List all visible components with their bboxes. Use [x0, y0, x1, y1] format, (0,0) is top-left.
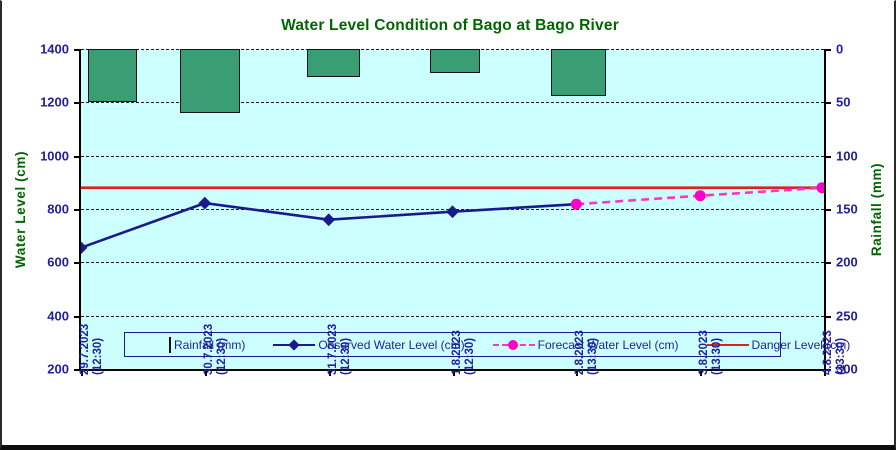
legend-item-observed: Observed Water Level (cm) [273, 337, 465, 352]
left-tick-800 [74, 209, 81, 211]
x-tick-3 [452, 369, 455, 376]
legend-label-danger: Danger Level (cm) [751, 337, 851, 352]
right-tick-150 [824, 209, 831, 211]
x-axis-label-0-text: 29.7.2023 (12:30) [79, 323, 104, 375]
x-axis-label-4-text: 2.8.2023 (13:30) [574, 330, 600, 375]
left-axis-title: Water Level (cm) [10, 49, 32, 369]
right-label-200: 200 [836, 254, 858, 270]
x-tick-1 [204, 369, 207, 376]
right-tick-0 [824, 49, 831, 51]
legend-item-rainfall: Rainfall (mm) [169, 336, 246, 353]
x-axis-label-3-text: 1.8.2023 (12:30) [450, 330, 476, 375]
right-tick-100 [824, 155, 831, 158]
left-label-800: 800 [47, 201, 69, 217]
left-label-1400: 1400 [40, 41, 69, 57]
x-tick-6 [824, 369, 826, 376]
left-label-600: 600 [47, 254, 69, 270]
right-label-0: 0 [836, 41, 844, 57]
gridline-600 [81, 262, 824, 264]
legend-item-forecast: Forecast Water Level (cm) [492, 337, 679, 352]
gridline-400 [81, 315, 824, 317]
rainfall-bar-2 [307, 49, 360, 77]
right-label-300: 300 [836, 361, 858, 377]
right-label-150: 150 [836, 201, 858, 217]
right-tick-250 [824, 315, 831, 318]
rainfall-bar-0 [88, 49, 137, 103]
left-label-1000: 1000 [40, 148, 69, 164]
right-label-250: 250 [836, 308, 858, 324]
left-axis-title-text: Water Level (cm) [13, 150, 29, 268]
observed-markers [81, 196, 459, 255]
x-axis-label-6-text: 4.8.2023 (13:30) [822, 330, 847, 375]
right-tick-50 [824, 102, 831, 105]
right-tick-200 [824, 262, 831, 265]
left-tick-200 [74, 369, 81, 371]
gridline-1200 [81, 102, 824, 104]
x-tick-0 [81, 369, 83, 376]
x-tick-4 [576, 369, 579, 376]
chart-legend: Rainfall (mm) Observed Water Level (cm) … [124, 332, 850, 357]
right-axis-title-text: Rainfall (mm) [869, 162, 885, 256]
left-label-1200: 1200 [40, 94, 69, 110]
series-overlay [81, 182, 824, 255]
x-axis-label-5-text: 3.8.2023 (13:30) [698, 330, 724, 375]
x-axis-label-1-text: 30.7.2023 (12:30) [202, 323, 228, 375]
gridline-1000 [81, 155, 824, 157]
left-tick-400 [74, 315, 81, 318]
danger-swatch-icon [706, 339, 749, 350]
x-axis-label-2-text: 31.7.2023 (12:30) [326, 323, 352, 375]
rainfall-swatch-icon [169, 336, 171, 353]
right-tick-300 [824, 369, 831, 371]
left-tick-1400 [74, 49, 81, 51]
rainfall-bar-4 [551, 49, 606, 96]
right-axis-title: Rainfall (mm) [866, 49, 888, 369]
left-label-400: 400 [47, 308, 69, 324]
left-tick-1200 [74, 102, 81, 105]
observed-swatch-icon [273, 339, 316, 351]
left-tick-600 [74, 262, 81, 265]
legend-item-danger: Danger Level (cm) [706, 337, 851, 352]
forecast-swatch-icon [492, 339, 535, 350]
left-tick-1000 [74, 155, 81, 158]
rainfall-bar-3 [430, 49, 480, 73]
plot-area: 1400 1200 1000 800 600 400 200 0 50 100 … [40, 42, 858, 377]
chart-title: Water Level Condition of Bago at Bago Ri… [281, 17, 619, 34]
legend-label-forecast: Forecast Water Level (cm) [537, 337, 679, 352]
right-label-100: 100 [836, 148, 858, 164]
x-tick-5 [700, 369, 703, 376]
right-label-50: 50 [836, 94, 851, 110]
rainfall-bar-1 [180, 49, 240, 113]
x-tick-2 [328, 369, 331, 376]
legend-label-observed: Observed Water Level (cm) [318, 337, 465, 352]
forecast-markers [570, 182, 824, 210]
legend-label-rainfall: Rainfall (mm) [174, 337, 246, 352]
left-label-200: 200 [47, 361, 69, 377]
